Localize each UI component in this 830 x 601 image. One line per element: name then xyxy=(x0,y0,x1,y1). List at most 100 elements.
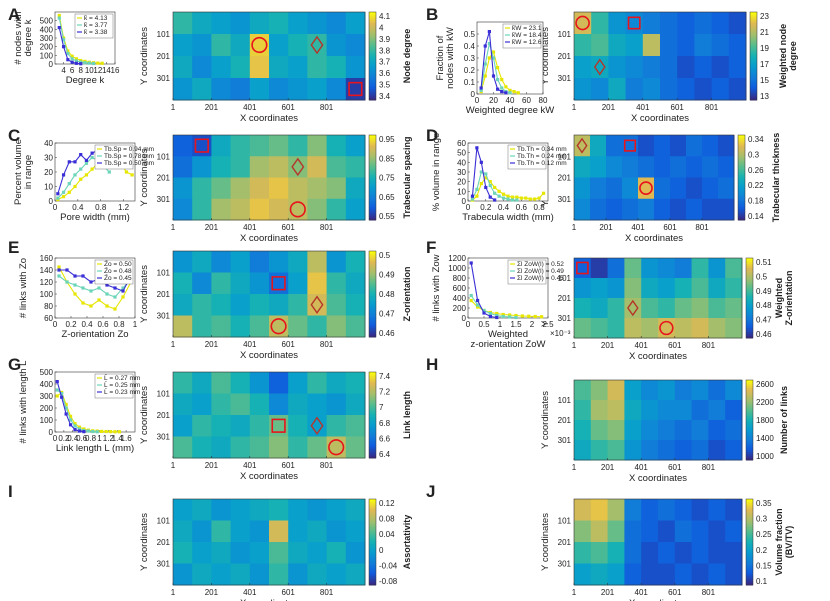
colorbar-H: 2600 2200 1800 1400 1000 Number of links xyxy=(745,379,789,461)
colorbar-segment xyxy=(750,45,757,48)
x-tick-label: 1 xyxy=(572,588,577,597)
colorbar-tick-label: 0.49 xyxy=(379,271,395,280)
y-tick-label: 400 xyxy=(40,25,54,34)
heatmap-cell xyxy=(230,372,251,394)
series-point xyxy=(64,402,68,406)
heatmap-frame xyxy=(573,257,743,339)
heatmap-cell xyxy=(607,258,625,279)
series-point xyxy=(81,274,85,278)
heatmap-cell xyxy=(345,393,366,416)
x-tick-label: 801 xyxy=(702,588,716,597)
colorbar-label: Number of links xyxy=(779,386,789,454)
heatmap-cell xyxy=(674,298,693,319)
heatmap-cell xyxy=(718,198,735,221)
x-tick-label: 0.5 xyxy=(478,320,490,329)
heatmap-cell xyxy=(192,177,212,200)
series-point xyxy=(73,283,77,287)
colorbar-segment xyxy=(750,14,757,17)
heatmap-cell xyxy=(725,420,743,441)
heatmap-cell xyxy=(249,415,270,437)
series-point xyxy=(512,90,516,94)
heatmap-cell xyxy=(591,56,609,79)
heatmap-cell xyxy=(677,78,695,101)
colorbar-segment xyxy=(746,300,753,303)
y-axis-label: # links with length L xyxy=(18,361,29,444)
heatmap-cell xyxy=(192,563,212,586)
colorbar-tick-label: 6.6 xyxy=(379,434,391,443)
heatmap-cell xyxy=(307,12,328,35)
y-tick-label: 0 xyxy=(49,428,54,437)
colorbar-segment xyxy=(750,18,757,22)
colorbar-tick-label: 13 xyxy=(760,92,769,101)
heatmap-cell xyxy=(173,294,193,316)
colorbar-segment xyxy=(369,188,376,191)
colorbar-segment xyxy=(369,522,376,526)
heatmap-cell xyxy=(230,542,251,564)
heatmap-cell xyxy=(574,420,592,441)
colorbar-segment xyxy=(369,421,376,425)
colorbar-segment xyxy=(369,524,376,528)
colorbar-segment xyxy=(738,183,745,187)
colorbar-segment xyxy=(369,569,376,573)
heatmap-cell xyxy=(288,135,308,157)
y-tick-label: 301 xyxy=(558,436,572,445)
colorbar-segment xyxy=(369,51,376,55)
y-tick-label: 0 xyxy=(49,197,54,206)
heatmap-cell xyxy=(590,177,607,200)
series-point xyxy=(73,292,77,296)
heatmap-cell xyxy=(590,542,609,564)
series-point xyxy=(60,392,64,396)
y-tick-label: 1000 xyxy=(448,264,466,273)
heatmap-cell xyxy=(641,542,659,564)
heatmap-cell xyxy=(702,156,719,178)
colorbar-segment xyxy=(746,264,753,267)
circle-marker xyxy=(270,318,287,335)
colorbar-tick-label: 0.08 xyxy=(379,515,395,524)
series-point xyxy=(495,315,499,320)
series-point xyxy=(497,194,501,198)
colorbar-segment xyxy=(369,36,376,39)
heatmap-cell xyxy=(694,78,713,101)
heatmap-cell xyxy=(345,520,366,543)
x-tick-label: 0.8 xyxy=(85,434,97,443)
colorbar-segment xyxy=(750,38,757,42)
legend-entry: Z̄o = 0.48 xyxy=(104,267,132,275)
colorbar-segment xyxy=(369,334,376,338)
colorbar-segment xyxy=(750,31,757,35)
colorbar-segment xyxy=(369,529,376,532)
heatmap-cell xyxy=(192,436,212,459)
y-tick-label: 101 xyxy=(558,517,572,526)
colorbar-segment xyxy=(746,452,753,455)
panel-label-G: G xyxy=(8,355,21,374)
x-tick-label: 0.2 xyxy=(65,320,77,329)
heatmap-cell xyxy=(590,440,609,461)
series-point xyxy=(476,303,480,307)
heatmap-cell xyxy=(173,436,193,459)
colorbar-segment xyxy=(746,440,753,443)
heatmap-cell xyxy=(307,372,328,394)
heatmap-cell xyxy=(269,372,289,394)
heatmap-cell xyxy=(574,542,592,564)
heatmap-cell xyxy=(230,520,251,543)
heatmap-cell xyxy=(269,542,289,564)
panel-J: J 1 201 401 601 801 X coordinates 101 201 301 Y co… xyxy=(426,482,794,601)
colorbar-segment xyxy=(746,322,753,325)
heatmap-cell xyxy=(691,278,709,299)
colorbar-segment xyxy=(746,260,753,263)
colorbar-tick-label: 6.8 xyxy=(379,419,391,428)
y-axis-label: Y coordinates xyxy=(139,27,150,85)
colorbar-segment xyxy=(369,179,376,183)
colorbar-segment xyxy=(746,576,753,580)
colorbar-segment xyxy=(369,306,376,310)
series-point xyxy=(97,286,101,290)
series-point xyxy=(104,429,108,434)
heatmap-cell xyxy=(288,12,308,35)
panel-H: H 1 201 401 601 801 X coordinates 101 201 301 Y co… xyxy=(426,355,789,484)
y-tick-label: 500 xyxy=(40,368,54,377)
heatmap-cell xyxy=(173,315,193,338)
colorbar-segment xyxy=(369,430,376,433)
colorbar-segment xyxy=(738,211,745,215)
heatmap-cell xyxy=(708,318,726,339)
colorbar-segment xyxy=(369,294,376,297)
